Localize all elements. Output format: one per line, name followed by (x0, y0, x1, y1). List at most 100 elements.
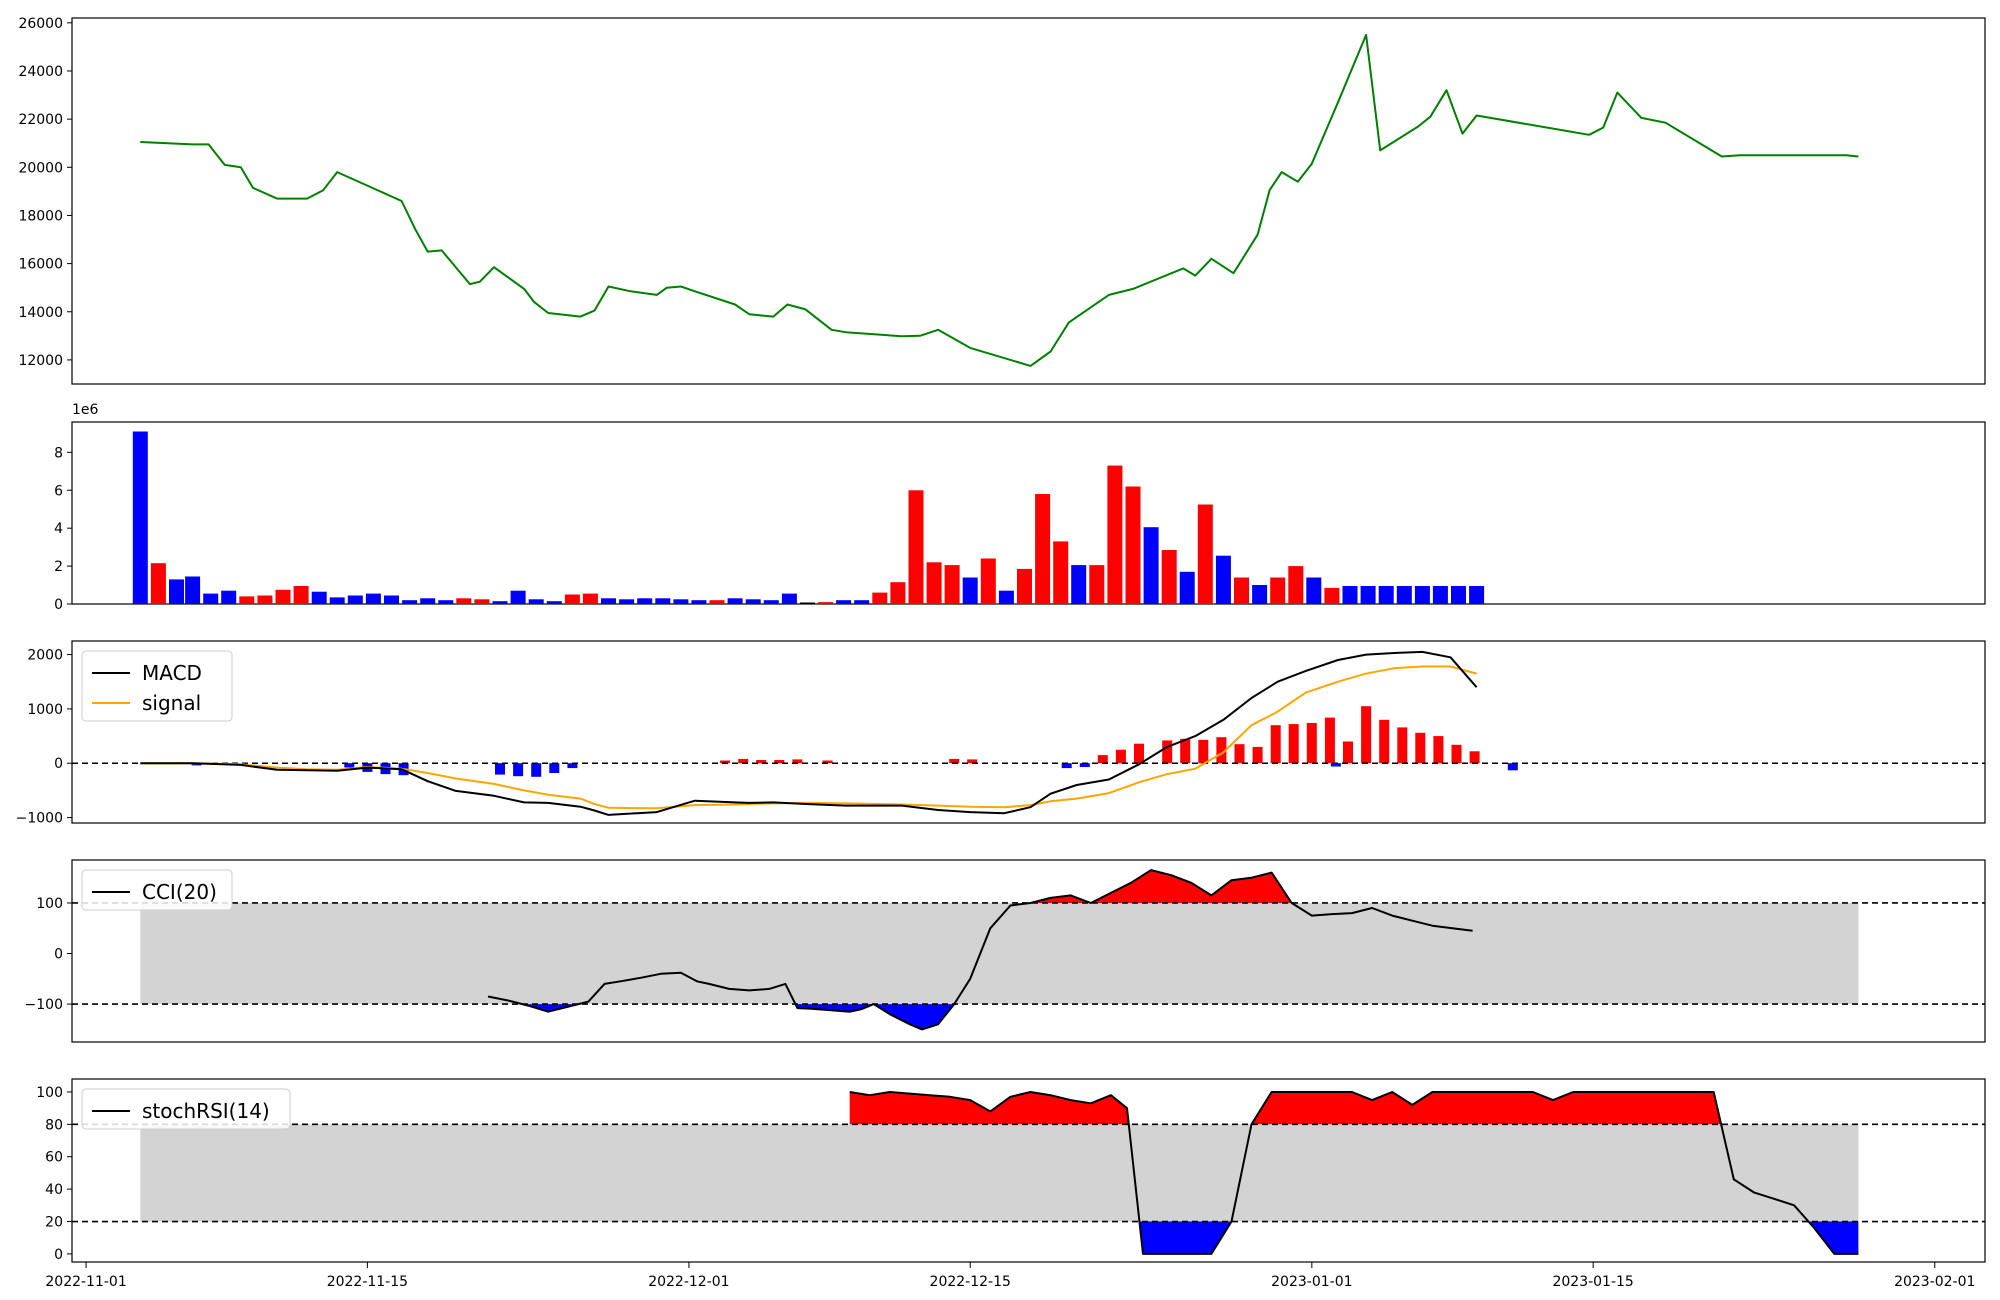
macd-hist-bar (1198, 739, 1209, 764)
volume-bar (800, 602, 815, 604)
y-tick-label: 6 (54, 483, 63, 499)
volume-bar (1234, 577, 1249, 604)
macd-hist-bar (1379, 719, 1390, 764)
volume-bar (637, 598, 653, 604)
volume-bar (890, 582, 906, 604)
y-tick-label: 40 (45, 1182, 63, 1198)
legend-label: CCI(20) (142, 880, 217, 904)
y-tick-label: 22000 (18, 112, 63, 128)
volume-bar (1071, 565, 1087, 604)
volume-bar (709, 600, 725, 604)
volume-bar (1053, 541, 1069, 604)
volume-bar (655, 598, 671, 604)
macd-hist-bar (1306, 723, 1317, 764)
y-tick-label: 4 (54, 521, 63, 537)
x-tick-label: 2022-12-15 (930, 1274, 1011, 1290)
cci-oversold-fill (522, 1004, 579, 1012)
volume-bar (293, 586, 309, 604)
macd-hist-bar (1415, 732, 1426, 764)
macd-hist-bar (1180, 738, 1191, 764)
y-tick-label: 12000 (18, 353, 63, 369)
macd-line (140, 650, 1478, 816)
macd-hist-bar (1324, 717, 1335, 764)
volume-bar (257, 595, 273, 604)
volume-scale-label: 1e6 (72, 402, 99, 418)
volume-bar (1017, 568, 1032, 604)
y-tick-label: 14000 (18, 305, 63, 321)
macd-hist-bar (1252, 746, 1263, 764)
x-tick-label: 2023-01-15 (1552, 1274, 1633, 1290)
macd-hist-bar (1507, 763, 1518, 771)
macd-hist-bar (1451, 744, 1462, 764)
macd-hist-bar (531, 763, 542, 777)
volume-bar (1360, 586, 1376, 604)
volume-bar (926, 562, 942, 604)
cci-overbought-fill (1030, 870, 1292, 903)
volume-bar (763, 600, 779, 604)
y-tick-label: 26000 (18, 16, 63, 32)
volume-bar (582, 593, 598, 604)
x-tick-label: 2022-11-15 (327, 1274, 408, 1290)
y-tick-label: 20 (45, 1215, 63, 1231)
y-tick-label: 24000 (18, 64, 63, 80)
y-tick-label: 100 (36, 896, 63, 912)
cci-line (487, 869, 1473, 1031)
volume-bar (275, 589, 291, 604)
macd-hist-bar (1061, 763, 1072, 769)
volume-bar (601, 598, 616, 604)
volume-bar (438, 600, 454, 604)
legend-label: signal (142, 691, 201, 715)
volume-bar (420, 598, 436, 604)
volume-bar (1306, 577, 1322, 604)
y-tick-label: 0 (54, 947, 63, 963)
volume-bar (998, 590, 1014, 604)
volume-bar (564, 594, 580, 604)
x-tick-label: 2022-11-01 (45, 1274, 126, 1290)
volume-bar (185, 576, 201, 604)
volume-bar (1215, 555, 1231, 604)
cci-oversold-fill (795, 1004, 955, 1030)
macd-hist-bar (949, 758, 960, 764)
volume-bar (1143, 527, 1159, 604)
macd-hist-bar (495, 763, 505, 775)
macd-hist-bar (549, 763, 560, 773)
macd-hist-bar (1134, 743, 1144, 764)
macd-hist-bar (967, 759, 978, 764)
panel-frame-4 (71, 859, 1986, 1043)
volume-bar (169, 579, 184, 604)
price-line (140, 33, 1859, 367)
volume-bar (1342, 586, 1358, 604)
volume-bar (962, 577, 978, 604)
volume-bar (1469, 586, 1485, 604)
legend-label: MACD (142, 661, 202, 685)
macd-hist-bar (344, 763, 355, 768)
macd-hist-bar (792, 759, 803, 764)
macd-hist-bar (1433, 736, 1444, 764)
volume-bar (673, 599, 689, 604)
macd-hist-bar (738, 758, 749, 764)
volume-bar (1414, 586, 1430, 604)
macd-hist-bar (513, 763, 524, 777)
volume-bar (329, 597, 345, 604)
stochrsi-oversold-fill (1808, 1221, 1859, 1254)
macd-hist-bar (1288, 724, 1299, 764)
stochrsi-oversold-fill (1139, 1221, 1232, 1254)
volume-bar (510, 590, 526, 604)
y-tick-label: 16000 (18, 257, 63, 273)
volume-bar (1089, 565, 1105, 604)
volume-bar (311, 591, 327, 604)
y-tick-label: 100 (36, 1085, 63, 1101)
y-tick-label: 60 (45, 1150, 63, 1166)
y-tick-label: 0 (54, 756, 63, 772)
volume-bar (150, 563, 166, 604)
volume-bar (1197, 504, 1213, 604)
x-tick-label: 2023-02-01 (1894, 1274, 1975, 1290)
macd-hist-bar (567, 763, 578, 769)
signal-line (140, 665, 1477, 810)
volume-bar (1432, 586, 1448, 604)
macd-hist-bar (1162, 740, 1173, 764)
volume-bar (781, 593, 797, 604)
legend-box (81, 869, 233, 911)
volume-bar (456, 598, 472, 604)
volume-bar (132, 431, 148, 604)
